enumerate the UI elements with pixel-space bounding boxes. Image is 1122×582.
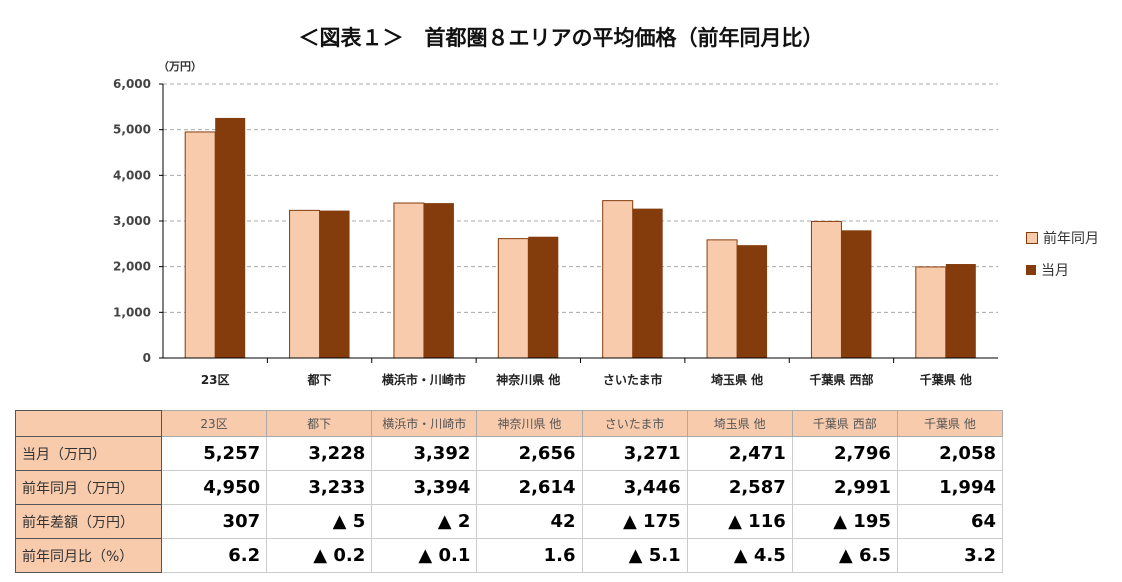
bar-previous — [915, 266, 947, 359]
table-cell: ▲ 5 — [266, 504, 373, 539]
table-cell: 2,614 — [476, 470, 583, 505]
table-cell: 3,394 — [371, 470, 478, 505]
table-cell: 307 — [160, 504, 268, 539]
table-row: 前年同月（万円） 4,950 3,233 3,394 2,614 3,446 2,587 2,… — [15, 470, 1004, 505]
bar-current — [737, 245, 768, 358]
bar-current — [215, 117, 246, 359]
table-cell: 3.2 — [896, 538, 1004, 573]
table-cell: 2,991 — [791, 470, 898, 505]
column-header: 都下 — [266, 410, 373, 437]
bar-previous — [393, 202, 425, 359]
bar-previous — [706, 239, 738, 359]
y-tick-label: 6,000 — [113, 77, 151, 91]
table-cell: 3,271 — [581, 436, 688, 471]
table-cell: 4,950 — [160, 470, 268, 505]
legend-item-curr: 当月 — [1026, 254, 1099, 286]
x-tick-label: 千葉県 西部 — [809, 372, 873, 387]
table-cell: ▲ 195 — [791, 504, 898, 539]
table-row: 前年同月比（%） 6.2 ▲ 0.2 ▲ 0.1 1.6 ▲ 5.1 ▲ 4.5 ▲ 6.5 3… — [15, 538, 1004, 573]
bar-current — [528, 236, 559, 358]
y-tick-label: 4,000 — [113, 168, 151, 182]
table-cell: 64 — [896, 504, 1004, 539]
bar-current — [841, 230, 872, 358]
bar-previous — [184, 131, 216, 359]
table-cell: 3,446 — [581, 470, 688, 505]
row-label: 前年同月（万円） — [15, 470, 162, 505]
table-row: 前年差額（万円） 307 ▲ 5 ▲ 2 42 ▲ 175 ▲ 116 ▲ 195 64 — [15, 504, 1004, 539]
bar-current — [945, 264, 976, 358]
table-cell: 2,058 — [896, 436, 1004, 471]
table-corner — [15, 410, 162, 437]
table-cell: 2,587 — [686, 470, 793, 505]
table-cell: 3,228 — [266, 436, 373, 471]
bar-current — [632, 208, 663, 358]
legend-label: 前年同月 — [1043, 231, 1099, 247]
table-cell: ▲ 0.1 — [371, 538, 478, 573]
y-axis-unit: （万円） — [158, 60, 202, 73]
table-cell: 6.2 — [160, 538, 268, 573]
table-cell: 42 — [476, 504, 583, 539]
table-cell: ▲ 175 — [581, 504, 688, 539]
legend-label: 当月 — [1041, 263, 1069, 279]
row-label: 前年差額（万円） — [15, 504, 162, 539]
bar-previous — [810, 220, 842, 359]
y-tick-label: 3,000 — [113, 214, 151, 228]
column-header: さいたま市 — [581, 410, 688, 437]
legend-item-prev: 前年同月 — [1026, 222, 1099, 254]
data-table: 23区 都下 横浜市・川崎市 神奈川県 他さいたま市 埼玉県 他千葉県 西部 千葉県 他当… — [15, 410, 1004, 573]
table-cell: 1,994 — [896, 470, 1004, 505]
x-tick-label: 都下 — [307, 372, 332, 387]
column-header: 神奈川県 他 — [476, 410, 583, 437]
legend: 前年同月 当月 — [1026, 222, 1099, 286]
table-cell: ▲ 116 — [686, 504, 793, 539]
column-header: 23区 — [160, 410, 268, 437]
table-cell: 5,257 — [160, 436, 268, 471]
bar-previous — [289, 209, 321, 359]
bar-current — [319, 210, 350, 358]
column-header: 千葉県 他 — [896, 410, 1004, 437]
table-cell: 2,796 — [791, 436, 898, 471]
column-header: 千葉県 西部 — [791, 410, 898, 437]
table-cell: 3,233 — [266, 470, 373, 505]
y-tick-label: 5,000 — [113, 123, 151, 137]
table-cell: ▲ 5.1 — [581, 538, 688, 573]
x-tick-label: 埼玉県 他 — [711, 372, 763, 387]
table-header-row: 23区 都下 横浜市・川崎市 神奈川県 他さいたま市 埼玉県 他千葉県 西部 千葉県 他 — [15, 410, 1004, 437]
table-cell: 2,471 — [686, 436, 793, 471]
table-cell: 3,392 — [371, 436, 478, 471]
y-tick-label: 1,000 — [113, 305, 151, 319]
column-header: 埼玉県 他 — [686, 410, 793, 437]
y-tick-label: 2,000 — [113, 260, 151, 274]
bar-current — [423, 203, 454, 358]
table-cell: ▲ 0.2 — [266, 538, 373, 573]
x-tick-label: 横浜市・川崎市 — [382, 372, 466, 387]
legend-swatch — [1026, 232, 1038, 244]
bar-previous — [497, 238, 529, 359]
chart-title: ＜図表１＞ 首都圏８エリアの平均価格（前年同月比） — [298, 26, 824, 50]
row-label: 当月（万円） — [15, 436, 162, 471]
bar-previous — [602, 200, 634, 359]
table-cell: ▲ 2 — [371, 504, 478, 539]
table-row: 当月（万円） 5,257 3,228 3,392 2,656 3,271 2,471 2,79… — [15, 436, 1004, 471]
table-cell: 2,656 — [476, 436, 583, 471]
column-header: 横浜市・川崎市 — [371, 410, 478, 437]
x-tick-label: さいたま市 — [603, 372, 663, 387]
x-tick-label: 千葉県 他 — [920, 372, 972, 387]
x-tick-label: 神奈川県 他 — [496, 372, 560, 387]
legend-swatch — [1026, 265, 1036, 275]
table-cell: ▲ 6.5 — [791, 538, 898, 573]
y-tick-label: 0 — [143, 351, 151, 365]
table-cell: 1.6 — [476, 538, 583, 573]
row-label: 前年同月比（%） — [15, 538, 162, 573]
x-tick-label: 23区 — [201, 373, 230, 387]
bar-chart: （万円） 0 1,000 2,000 3,000 4,000 5,000 6,000 23区 都下… — [113, 60, 998, 387]
table-cell: ▲ 4.5 — [686, 538, 793, 573]
